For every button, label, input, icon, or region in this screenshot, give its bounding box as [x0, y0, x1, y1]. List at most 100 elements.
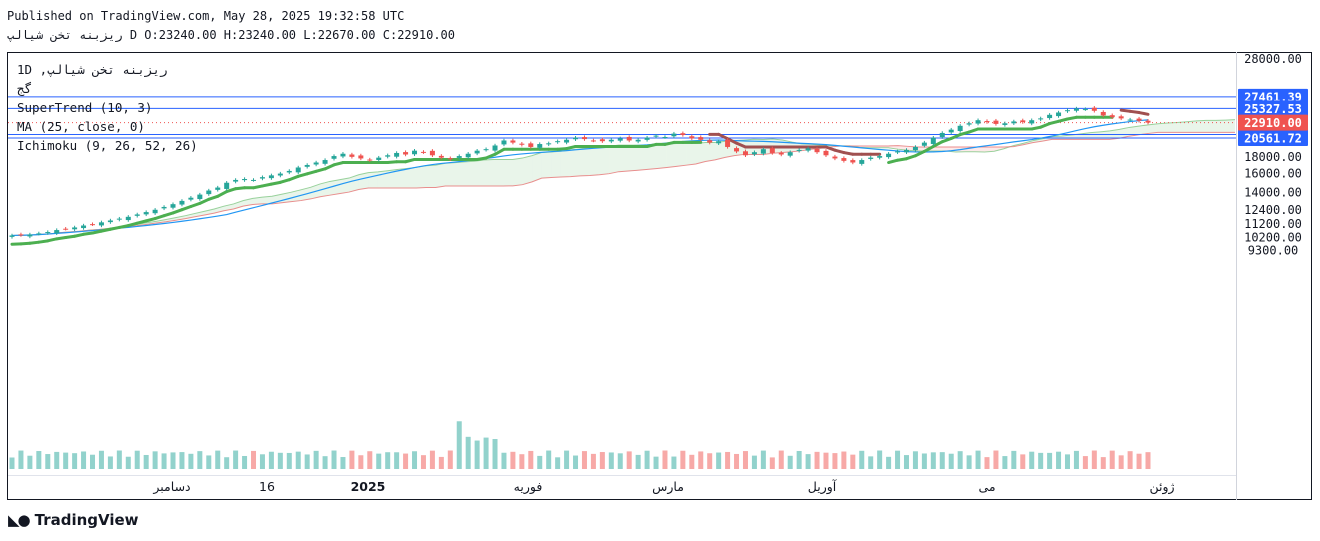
supertrend-line-segment	[126, 221, 139, 228]
volume-bar	[45, 454, 51, 469]
candle-body	[1145, 120, 1151, 123]
candle-body	[179, 200, 185, 205]
candle-body	[331, 156, 337, 159]
volume-bar	[474, 440, 480, 469]
candle-body	[188, 197, 194, 200]
candle-body	[635, 139, 641, 142]
volume-bar	[107, 456, 113, 469]
ichimoku-cloud-segment	[1186, 120, 1197, 133]
candle-body	[456, 156, 462, 158]
supertrend-line-segment	[475, 156, 488, 161]
volume-bar	[465, 436, 471, 469]
symbol-name: ریزبنه تخن شیالپ	[7, 28, 123, 42]
supertrend-line-segment	[323, 163, 336, 171]
legend-supertrend[interactable]: SuperTrend (10, 3)	[17, 100, 153, 115]
candle-body	[564, 139, 570, 143]
volume-bar	[483, 437, 489, 469]
volume-bar	[412, 451, 418, 469]
volume-bar	[501, 452, 507, 469]
candle-body	[9, 235, 15, 237]
ichimoku-cloud-segment	[464, 161, 475, 187]
supertrend-line-segment	[967, 127, 980, 134]
volume-bar	[125, 456, 131, 469]
candle-body	[224, 182, 230, 189]
candle-body	[742, 151, 748, 156]
candle-body	[295, 167, 301, 173]
candle-body	[957, 125, 963, 132]
legend-ma[interactable]: MA (25, close, 0)	[17, 119, 145, 134]
ichimoku-cloud-segment	[532, 152, 542, 182]
candle-body	[1029, 120, 1035, 124]
candle-body	[823, 150, 829, 156]
volume-bar	[921, 453, 927, 469]
ichimoku-cloud-segment	[1138, 124, 1149, 135]
volume-bar	[143, 454, 149, 469]
volume-bar	[895, 450, 901, 469]
volume-bar	[725, 451, 731, 469]
ichimoku-cloud-segment	[984, 147, 995, 152]
candle-body	[98, 222, 104, 226]
candle-body	[966, 123, 972, 125]
ichimoku-cloud-segment	[686, 143, 696, 166]
volume-bar	[224, 457, 230, 469]
volume-bar	[581, 451, 587, 469]
supertrend-line-segment	[73, 232, 86, 238]
candle-body	[590, 140, 596, 142]
volume-bar	[206, 455, 212, 469]
volume-bar	[286, 452, 292, 469]
ichimoku-cloud-segment	[676, 143, 687, 167]
candle-body	[555, 141, 561, 143]
legend-ichimoku[interactable]: Ichimoku (9, 26, 52, 26)	[17, 138, 198, 153]
supertrend-line-segment	[117, 224, 130, 229]
volume-bar	[742, 451, 748, 469]
ichimoku-cloud-segment	[580, 147, 590, 176]
volume-bar	[394, 452, 400, 469]
candle-body	[385, 155, 391, 157]
x-tick-label: 16	[259, 479, 275, 494]
volume-bar	[1073, 450, 1079, 469]
supertrend-line-segment	[287, 174, 300, 182]
candle-body	[608, 139, 614, 142]
candle-body	[447, 158, 453, 160]
candle-body	[1100, 111, 1106, 116]
volume-bar	[72, 453, 78, 469]
ichimoku-cloud-segment	[214, 206, 224, 214]
candle-body	[680, 133, 686, 135]
ichimoku-cloud-segment	[1167, 122, 1178, 133]
volume-bar	[1118, 455, 1124, 469]
volume-bar	[54, 451, 60, 469]
ichimoku-cloud-segment	[166, 217, 176, 222]
candle-body	[143, 212, 149, 215]
ichimoku-cloud-segment	[589, 147, 600, 176]
ichimoku-cloud-segment	[1148, 123, 1158, 134]
candle-body	[81, 225, 87, 229]
ichimoku-span-b	[11, 131, 1235, 236]
open-value: O:23240.00	[144, 28, 217, 42]
supertrend-line-segment	[144, 217, 157, 223]
supertrend-line-segment	[252, 184, 264, 190]
supertrend-line-segment	[55, 236, 68, 241]
candle-body	[698, 137, 704, 140]
candle-body	[859, 160, 865, 164]
ichimoku-cloud-segment	[233, 200, 244, 210]
candle-body	[18, 234, 24, 236]
tradingview-brand[interactable]: ◣● TradingView	[8, 511, 139, 529]
volume-bar	[420, 455, 426, 469]
volume-bar	[814, 451, 820, 469]
supertrend-line-segment	[198, 197, 211, 205]
volume-bar	[161, 453, 167, 469]
volume-bar	[197, 451, 203, 469]
x-tick-label: 2025	[351, 479, 386, 494]
supertrend-line-segment	[1128, 109, 1141, 115]
candle-body	[304, 164, 310, 167]
ichimoku-cloud-segment	[551, 151, 561, 178]
volume-bar	[1064, 454, 1070, 469]
candle-body	[975, 120, 981, 124]
volume-bar	[555, 457, 561, 469]
candle-body	[376, 157, 382, 160]
candle-body	[1002, 123, 1008, 125]
candle-body	[1056, 112, 1062, 117]
supertrend-line-segment	[717, 132, 730, 141]
volume-bar	[277, 452, 283, 469]
